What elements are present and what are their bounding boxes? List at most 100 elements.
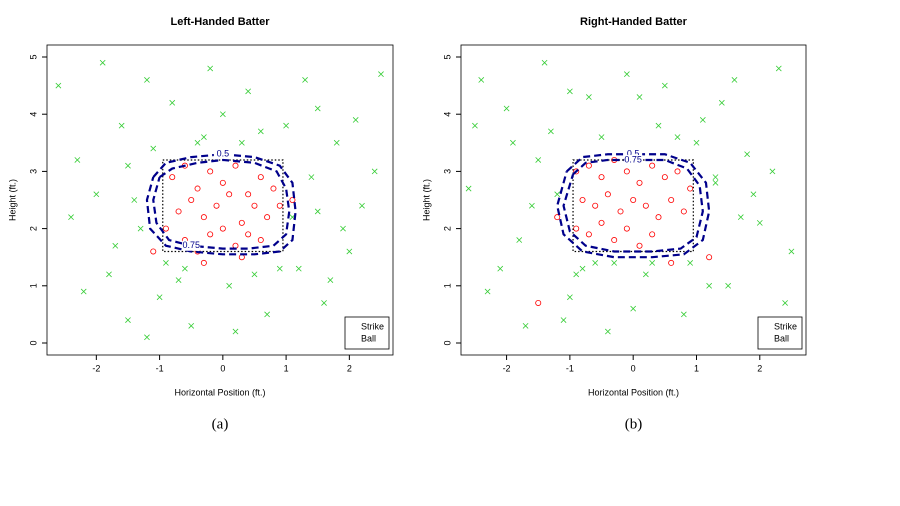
x-tick-label: 0 xyxy=(220,363,225,373)
x-axis-label: Horizontal Position (ft.) xyxy=(174,387,265,397)
ball-point xyxy=(308,174,315,181)
contour-label-bg xyxy=(213,149,232,160)
ball-point xyxy=(522,322,529,329)
ball-point xyxy=(554,191,561,198)
ball-point xyxy=(137,225,144,232)
contour-line xyxy=(562,158,704,253)
ball-point xyxy=(756,219,763,226)
strike-point xyxy=(585,231,592,238)
plot-frame xyxy=(460,44,807,356)
ball-point xyxy=(712,179,719,186)
ball-point xyxy=(497,265,504,272)
strike-point xyxy=(219,225,226,232)
x-tick-label: 2 xyxy=(757,363,762,373)
x-axis-label: Horizontal Position (ft.) xyxy=(588,387,679,397)
legend-box xyxy=(344,316,390,350)
ball-point xyxy=(655,122,662,129)
ball-point xyxy=(207,65,214,72)
strike-point xyxy=(661,174,668,181)
ball-point xyxy=(346,248,353,255)
strike-point xyxy=(162,225,169,232)
ball-point xyxy=(680,311,687,318)
ball-point xyxy=(649,260,656,266)
ball-point xyxy=(125,162,131,169)
ball-point xyxy=(611,260,618,266)
strike-point xyxy=(598,219,605,226)
strike-point xyxy=(579,196,586,203)
ball-point xyxy=(378,71,384,78)
ball-point xyxy=(566,294,573,301)
strike-point xyxy=(611,237,618,244)
ball-point xyxy=(541,59,548,66)
contour-line xyxy=(152,158,291,250)
strike-point xyxy=(636,179,643,186)
contour-line xyxy=(145,153,297,256)
x-tick-label: 0 xyxy=(631,363,636,373)
strike-point xyxy=(573,168,580,175)
strike-point xyxy=(687,185,694,192)
contour-label: 0.5 xyxy=(627,149,640,159)
ball-point xyxy=(725,282,732,289)
y-tick-label: 5 xyxy=(442,55,452,60)
plot-area: 0.50.75 xyxy=(465,59,795,342)
ball-point xyxy=(472,122,478,129)
strike-point xyxy=(188,196,195,203)
ball-point xyxy=(579,265,586,272)
strike-point xyxy=(649,162,656,169)
strike-point xyxy=(706,254,713,261)
ball-point xyxy=(175,277,182,283)
x-tick-label: 1 xyxy=(694,363,699,373)
panel: Right-Handed Batter Horizontal Position (… xyxy=(421,16,807,432)
strike-point xyxy=(207,168,214,175)
strike-point xyxy=(276,202,283,209)
ball-point xyxy=(245,88,252,95)
contour-label: 0.5 xyxy=(217,149,230,159)
ball-point xyxy=(503,105,510,112)
legend-label: Strike xyxy=(774,321,797,331)
strike-point xyxy=(573,225,580,232)
ball-point xyxy=(150,145,157,152)
ball-point xyxy=(478,77,485,83)
plot-area: 0.50.75 xyxy=(55,59,384,342)
legend-label: Ball xyxy=(774,333,789,343)
strike-point xyxy=(623,225,630,232)
strike-point xyxy=(264,214,271,221)
ball-point xyxy=(112,242,119,249)
ball-point xyxy=(706,282,713,289)
chart-title: Right-Handed Batter xyxy=(580,16,688,28)
ball-point xyxy=(251,271,258,278)
y-tick-label: 3 xyxy=(28,169,38,174)
ball-point xyxy=(80,288,87,295)
caption: (b) xyxy=(625,416,643,432)
x-tick-label: -1 xyxy=(156,363,164,373)
y-tick-label: 0 xyxy=(442,340,452,345)
ball-point xyxy=(264,311,271,318)
strike-point xyxy=(592,202,599,209)
strike-point xyxy=(668,259,675,266)
strike-point xyxy=(238,219,245,226)
ball-point xyxy=(731,77,738,83)
strike-point xyxy=(655,214,662,221)
x-tick-label: -1 xyxy=(566,363,574,373)
strike-point xyxy=(207,231,214,238)
legend-box xyxy=(757,316,803,350)
chart-title: Left-Handed Batter xyxy=(170,16,270,28)
strike-point xyxy=(175,208,182,215)
ball-point xyxy=(465,185,472,192)
ball-point xyxy=(623,71,630,78)
ball-point xyxy=(744,151,751,158)
ball-point xyxy=(55,82,62,89)
strike-point xyxy=(623,168,630,175)
strike-point xyxy=(680,208,687,215)
ball-point xyxy=(585,94,592,100)
strike-point xyxy=(630,196,637,203)
ball-point xyxy=(340,225,346,232)
ball-point xyxy=(276,265,283,272)
ball-point xyxy=(131,197,138,203)
ball-point xyxy=(74,157,81,163)
y-tick-label: 0 xyxy=(28,340,38,345)
x-tick-label: -2 xyxy=(503,363,511,373)
caption: (a) xyxy=(212,416,229,432)
ball-point xyxy=(718,99,725,106)
strike-point xyxy=(642,202,649,209)
